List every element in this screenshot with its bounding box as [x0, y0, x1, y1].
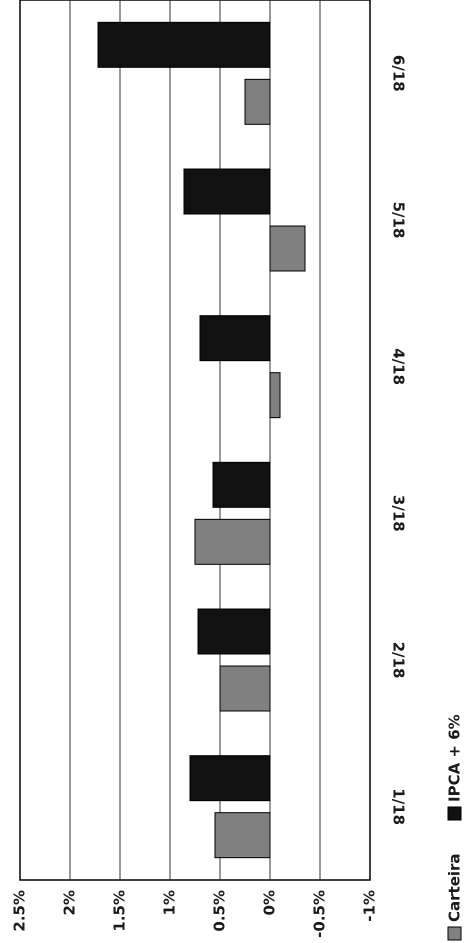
value-tick-layer: 2.5% 2% 1.5% 1% 0.5% 0% -0.5% -1% [11, 890, 379, 938]
legend-item: Carteira [446, 853, 464, 941]
value-tick-label: 2.5% [11, 890, 29, 932]
category-tick-layer: 1/18 2/18 3/18 4/18 5/18 6/18 [390, 55, 408, 825]
legend-swatch [447, 806, 462, 821]
value-tick-label: 0.5% [211, 890, 229, 932]
value-tick-label: -1% [361, 890, 379, 922]
bar [199, 315, 271, 362]
value-tick-label: 2% [61, 890, 79, 915]
legend-item: IPCA + 6% [446, 714, 464, 821]
bar-layer [97, 21, 306, 859]
category-tick-label: 6/18 [390, 55, 408, 92]
legend-label: Carteira [446, 853, 464, 922]
bar [269, 225, 306, 272]
bar [194, 518, 271, 565]
bar [189, 755, 271, 802]
category-tick-label: 3/18 [390, 495, 408, 532]
category-tick-label: 5/18 [390, 202, 408, 239]
legend: Carteira IPCA + 6% [446, 714, 464, 941]
bar [244, 78, 271, 125]
bar [219, 665, 271, 712]
value-tick-label: 0% [261, 890, 279, 915]
bar [269, 372, 281, 419]
value-tick-label: -0.5% [311, 890, 329, 938]
grid-layer [69, 0, 321, 880]
value-tick-label: 1.5% [111, 890, 129, 932]
value-tick-label: 1% [161, 890, 179, 915]
bar [212, 461, 271, 508]
legend-label: IPCA + 6% [446, 714, 464, 802]
bar [183, 168, 271, 215]
bar [97, 21, 271, 68]
category-tick-label: 1/18 [390, 788, 408, 825]
legend-swatch [447, 926, 462, 941]
category-tick-label: 2/18 [390, 642, 408, 679]
category-tick-label: 4/18 [390, 348, 408, 385]
bar [197, 608, 271, 655]
plot-area [19, 0, 371, 881]
bar [214, 812, 271, 859]
